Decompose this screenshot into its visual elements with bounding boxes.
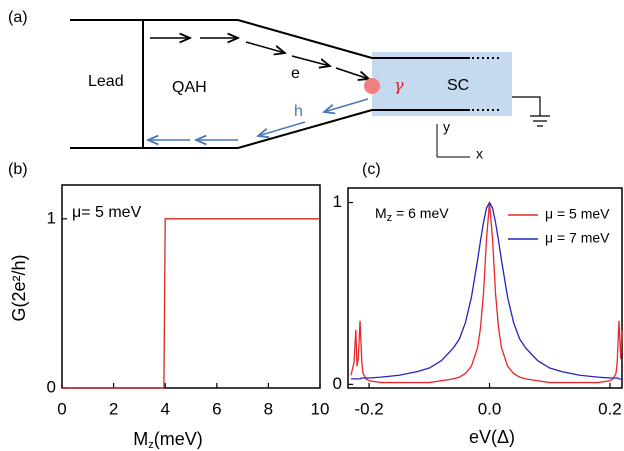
annotation-part: = 6 meV (392, 205, 449, 221)
annotation: Mz = 6 meV (375, 205, 449, 224)
legend-label: μ = 7 meV (545, 230, 610, 246)
series-line (62, 218, 320, 389)
plot-frame (347, 187, 623, 389)
y-tick-label: 0 (333, 374, 342, 393)
hole-arrows (148, 98, 369, 140)
x-tick-label: -0.2 (354, 399, 383, 418)
sc-edges (372, 57, 470, 111)
gamma-label: γ (394, 76, 404, 95)
axis-arrows (436, 124, 470, 158)
sc-label: SC (447, 77, 469, 94)
x-tick-label: 0.2 (598, 399, 622, 418)
x-tick-label: 2 (109, 399, 118, 418)
series-line (350, 202, 623, 384)
x-tick-label: 10 (311, 399, 330, 418)
annotation-part: M (375, 205, 387, 221)
y-tick-label: 1 (47, 208, 56, 227)
x-tick-label: 4 (160, 399, 169, 418)
x-tick-label: 6 (212, 399, 221, 418)
y-axis-label: G(2e²/h) (9, 254, 29, 321)
x-axis-label: eV(Δ) (469, 427, 515, 447)
axis-y-label: y (443, 119, 450, 135)
x-tick-label: 0.0 (478, 399, 502, 418)
sc-region (372, 52, 512, 116)
y-tick-label: 0 (47, 377, 56, 396)
panel-label: (b) (8, 161, 28, 178)
annotation-sub: z (387, 212, 393, 224)
x-axis-label-sub: z (148, 439, 154, 451)
electron-arrows (150, 38, 369, 79)
lead-label: Lead (88, 73, 124, 90)
x-axis-label-part: M (133, 429, 148, 449)
hole-label: h (294, 103, 303, 120)
series-line (351, 201, 622, 380)
qah-outline (70, 19, 373, 149)
x-axis-label: Mz(meV) (133, 429, 203, 451)
ground (512, 96, 550, 127)
x-tick-label: 0 (57, 399, 66, 418)
annotation: μ= 5 meV (72, 204, 142, 221)
panel-label: (c) (362, 161, 381, 178)
qah-label: QAH (172, 79, 207, 96)
x-tick-label: 8 (264, 399, 273, 418)
plot-frame (61, 184, 321, 389)
diagram: (a) Lead QAH e h γ SC y x (8, 9, 550, 162)
legend-label: μ = 5 meV (545, 206, 610, 222)
y-tick-label: 1 (333, 192, 342, 211)
electron-label: e (291, 65, 300, 82)
axis-x-label: x (476, 146, 483, 162)
x-axis-label-part: (meV) (154, 429, 203, 449)
panel-label: (a) (8, 9, 28, 26)
majorana-site (364, 78, 380, 94)
